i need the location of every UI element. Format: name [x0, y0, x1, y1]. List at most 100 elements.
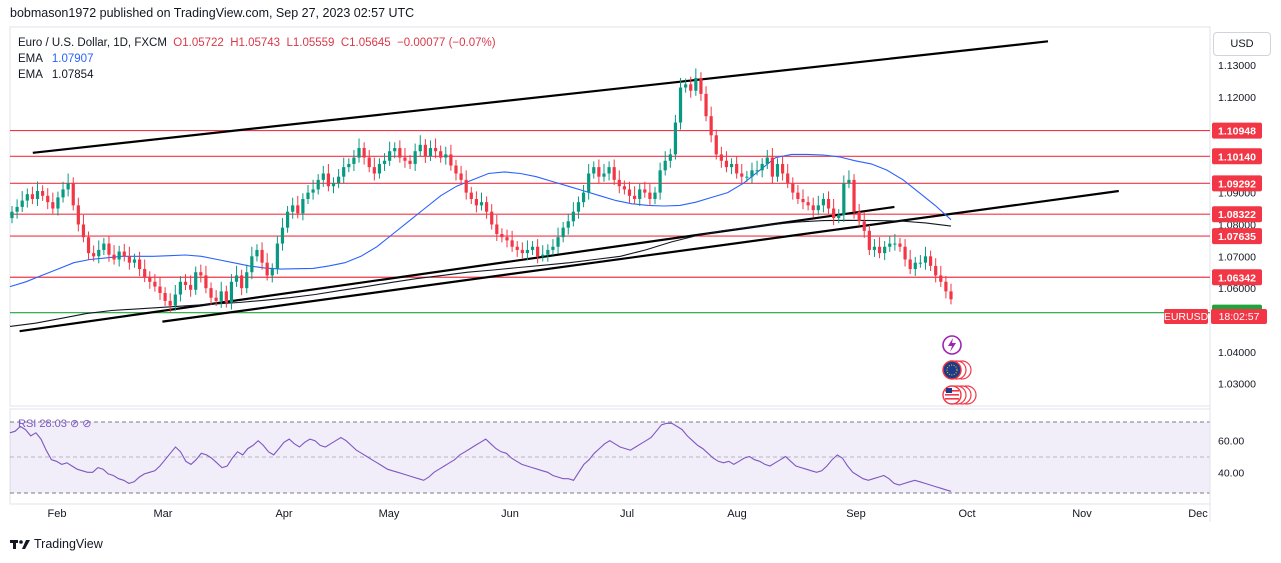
candle-body [617, 179, 621, 187]
candle-body [20, 200, 24, 207]
candle-body [342, 167, 346, 177]
ema-fast-line [9, 153, 952, 288]
candle-body [377, 163, 382, 174]
candle-body [495, 224, 499, 235]
candle-body [745, 176, 749, 178]
candle-body [97, 249, 101, 257]
candle-body [362, 148, 366, 158]
main-pane-frame [9, 26, 1211, 407]
candle-body [92, 253, 96, 257]
candle-body [663, 160, 667, 171]
candle-body [801, 198, 805, 203]
candle-body [638, 189, 642, 199]
candle-body [888, 243, 892, 247]
candle-body [928, 256, 933, 266]
ema1-label[interactable]: EMA [18, 53, 43, 65]
time-tick-label: Oct [958, 508, 975, 520]
candle-body [388, 151, 392, 161]
candle-body [280, 227, 285, 244]
candle-body [597, 167, 601, 177]
candle-body [173, 294, 177, 306]
level-tag [1212, 269, 1262, 286]
candle-body [275, 243, 279, 270]
time-tick-label: Apr [275, 508, 292, 520]
rsi-legend[interactable]: RSI 28.03 ⊘ ⊘ [18, 418, 92, 430]
candle-body [51, 202, 55, 209]
candle-body [592, 167, 596, 174]
ema2-label[interactable]: EMA [18, 69, 43, 81]
candle-body [755, 170, 759, 172]
candle-body [132, 259, 137, 263]
price-tick-label: 1.12000 [1218, 92, 1256, 104]
candle-body [923, 256, 928, 263]
level-tag-label: 1.07635 [1218, 231, 1256, 243]
candle-body [877, 246, 882, 254]
candle-body [500, 234, 504, 238]
level-tags: 1.10948 1.10140 1.09292 1.08322 1.07635 1.063… [1212, 122, 1262, 321]
candle-body [444, 154, 448, 158]
candle-body [826, 198, 831, 209]
candle-body [331, 183, 336, 187]
symbol-label[interactable]: Euro / U.S. Dollar, 1D, FXCM [18, 37, 167, 49]
candle-body [556, 237, 560, 247]
rsi-axis-ticks: 60.00 40.00 [1218, 436, 1244, 480]
candle-body [66, 183, 70, 190]
candle-body [15, 206, 19, 212]
candle-body [81, 224, 86, 238]
candle-body [689, 84, 693, 91]
candle-body [852, 179, 856, 212]
candle-body [86, 237, 91, 254]
candle-body [607, 167, 611, 174]
candle-body [459, 173, 463, 180]
time-tick-label: Aug [727, 508, 747, 520]
candle-body [775, 163, 780, 177]
candle-body [699, 77, 703, 94]
candle-body [668, 154, 672, 161]
candle-body [408, 160, 412, 164]
last-price-countdown: 18:02:57 [1219, 311, 1260, 323]
eu-flag-event-icon[interactable] [942, 360, 972, 380]
candle-body [842, 183, 846, 215]
candle-body [709, 116, 713, 136]
candle-body [189, 284, 193, 290]
candle-body [684, 84, 688, 88]
candle-body [806, 202, 810, 206]
candle-body [653, 192, 657, 199]
candle-body [913, 262, 917, 270]
ema1-value: 1.07907 [51, 53, 94, 65]
candle-body [194, 272, 198, 290]
candle-body [352, 157, 356, 164]
candle-body [658, 170, 662, 193]
candle-body [551, 246, 555, 250]
candle-body [209, 288, 213, 298]
candle-body [908, 259, 912, 270]
rsi-band [10, 422, 1210, 493]
level-tag [1212, 122, 1262, 139]
currency-button[interactable]: USD [1213, 32, 1271, 56]
us-flag-event-icon[interactable] [942, 385, 977, 405]
last-price-symbol: EURUSD [1164, 311, 1209, 323]
candle-body [791, 183, 795, 193]
candle-body [229, 281, 234, 303]
candle-body [418, 144, 422, 152]
candle-body [199, 272, 203, 276]
candle-body [510, 240, 514, 247]
level-tag [1212, 175, 1262, 192]
candle-body [25, 194, 29, 201]
lightning-event-icon[interactable] [942, 335, 962, 355]
candle-body [76, 205, 80, 225]
candle-body [602, 173, 606, 177]
candle-body [10, 211, 14, 219]
candles [10, 68, 953, 313]
candle-body [872, 246, 877, 250]
trendline-lower-channel [162, 189, 1119, 323]
candle-body [786, 173, 790, 184]
candle-body [811, 205, 815, 211]
last-price-tag: EURUSD 18:02:57 [1164, 309, 1267, 324]
candle-body [306, 192, 310, 199]
rsi-line [9, 422, 952, 492]
candle-body [423, 144, 427, 156]
candle-body [367, 157, 371, 168]
candle-body [464, 179, 468, 193]
